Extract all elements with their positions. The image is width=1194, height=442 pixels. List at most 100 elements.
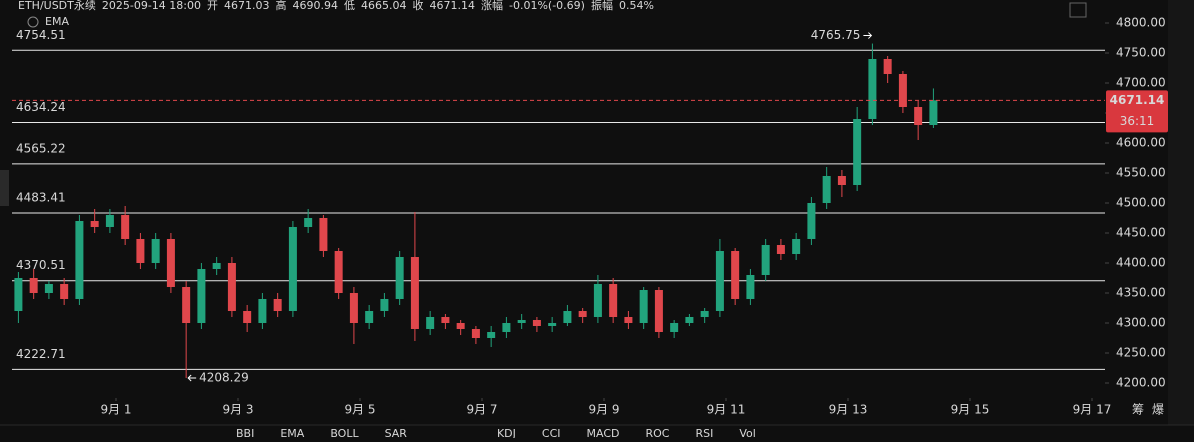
candle-body (227, 262, 236, 311)
x-tick-label: 9月 1 (100, 403, 131, 417)
header-text: ETH/USDT永续 (18, 0, 96, 12)
header-text: 高 (276, 0, 287, 12)
candle-body (700, 310, 709, 317)
toolbar-item[interactable]: EMA (280, 427, 304, 440)
candle-body (685, 316, 694, 323)
header-text: 涨幅 (481, 0, 503, 12)
side-label[interactable]: 爆 (1152, 403, 1164, 417)
candle-body (60, 283, 69, 299)
x-tick-label: 9月 11 (707, 403, 746, 417)
candle-body (456, 322, 465, 329)
candle-body (853, 118, 862, 185)
candle-body (868, 58, 877, 119)
layout-icon[interactable] (1069, 2, 1087, 18)
candle-body (105, 214, 114, 227)
candle-body (197, 268, 206, 323)
candle-body (639, 289, 648, 323)
candle-body (410, 256, 419, 329)
y-tick-label: 4300.00 (1116, 315, 1166, 329)
candle-body (517, 319, 526, 323)
candle-body (441, 316, 450, 323)
candle-body (273, 298, 282, 311)
x-tick-label: 9月 17 (1073, 403, 1112, 417)
candle-body (578, 310, 587, 317)
candle-body (898, 73, 907, 107)
candle-body (14, 277, 23, 311)
y-tick-label: 4400.00 (1116, 255, 1166, 269)
toolbar-item[interactable]: BBI (236, 427, 254, 440)
candle-body (151, 238, 160, 263)
y-tick-label: 4550.00 (1116, 165, 1166, 179)
toolbar-item[interactable]: KDJ (497, 427, 516, 440)
toolbar-item[interactable]: BOLL (330, 427, 359, 440)
y-tick-label: 4500.00 (1116, 195, 1166, 209)
candle-body (563, 310, 572, 323)
candle-body (624, 316, 633, 323)
countdown: 36:11 (1120, 114, 1155, 128)
right-toolbar (1168, 0, 1194, 425)
candle-body (761, 244, 770, 275)
header-text: 开 (207, 0, 218, 12)
price-line-label: 4565.22 (16, 141, 66, 155)
candle-body (334, 250, 343, 293)
header-text: 4690.94 (293, 0, 339, 12)
toolbar-item[interactable]: SAR (385, 427, 408, 440)
last-price-tag (1106, 90, 1168, 133)
candle-body (319, 217, 328, 251)
price-line-label: 4370.51 (16, 258, 66, 272)
candle-body (166, 238, 175, 287)
candle-body (212, 262, 221, 269)
candle-body (304, 217, 313, 227)
price-line-label: 4634.24 (16, 100, 66, 114)
last-price-label: 4671.14 (1110, 93, 1165, 107)
indicator-label[interactable]: EMA (45, 15, 69, 28)
header-text: 低 (344, 0, 355, 12)
candle-body (380, 298, 389, 311)
candle-body (776, 244, 785, 254)
toolbar-item[interactable]: CCI (542, 427, 561, 440)
header-text: 4671.14 (430, 0, 476, 12)
candle-body (182, 286, 191, 323)
y-tick-label: 4200.00 (1116, 375, 1166, 389)
y-tick-label: 4750.00 (1116, 45, 1166, 59)
price-line-label: 4222.71 (16, 347, 66, 361)
candle-body (593, 283, 602, 317)
candle-body (929, 100, 938, 125)
candle-body (349, 292, 358, 323)
y-tick-label: 4350.00 (1116, 285, 1166, 299)
side-label[interactable]: 筹 (1132, 403, 1144, 417)
candle-body (44, 283, 53, 293)
toolbar-item[interactable]: RSI (695, 427, 713, 440)
x-tick-label: 9月 5 (344, 403, 375, 417)
left-handle[interactable] (0, 170, 9, 206)
candle-body (532, 319, 541, 326)
candle-body (914, 106, 923, 125)
candle-body (29, 277, 38, 293)
price-line-label: 4483.41 (16, 190, 66, 204)
x-tick-label: 9月 7 (466, 403, 497, 417)
candle-body (792, 238, 801, 254)
candle-body (715, 250, 724, 311)
candle-body (395, 256, 404, 299)
candle-body (75, 220, 84, 299)
y-tick-label: 4450.00 (1116, 225, 1166, 239)
toolbar-item[interactable]: ROC (645, 427, 669, 440)
header-text: 4671.03 (224, 0, 270, 12)
toolbar-item[interactable]: MACD (587, 427, 620, 440)
toolbar-item[interactable]: Vol (739, 427, 755, 440)
candle-body (243, 310, 252, 323)
candle-body (365, 310, 374, 323)
candle-body (487, 331, 496, 338)
high-marker: 4765.75 (811, 28, 861, 42)
header-text: 2025-09-14 18:00 (102, 0, 201, 12)
low-arrow (187, 374, 197, 382)
indicator-icon[interactable] (27, 16, 39, 28)
candle-body (731, 250, 740, 299)
candle-body (883, 58, 892, 74)
y-tick-label: 4800.00 (1116, 15, 1166, 29)
candle-body (654, 289, 663, 332)
candle-body (136, 238, 145, 263)
candle-body (837, 175, 846, 185)
